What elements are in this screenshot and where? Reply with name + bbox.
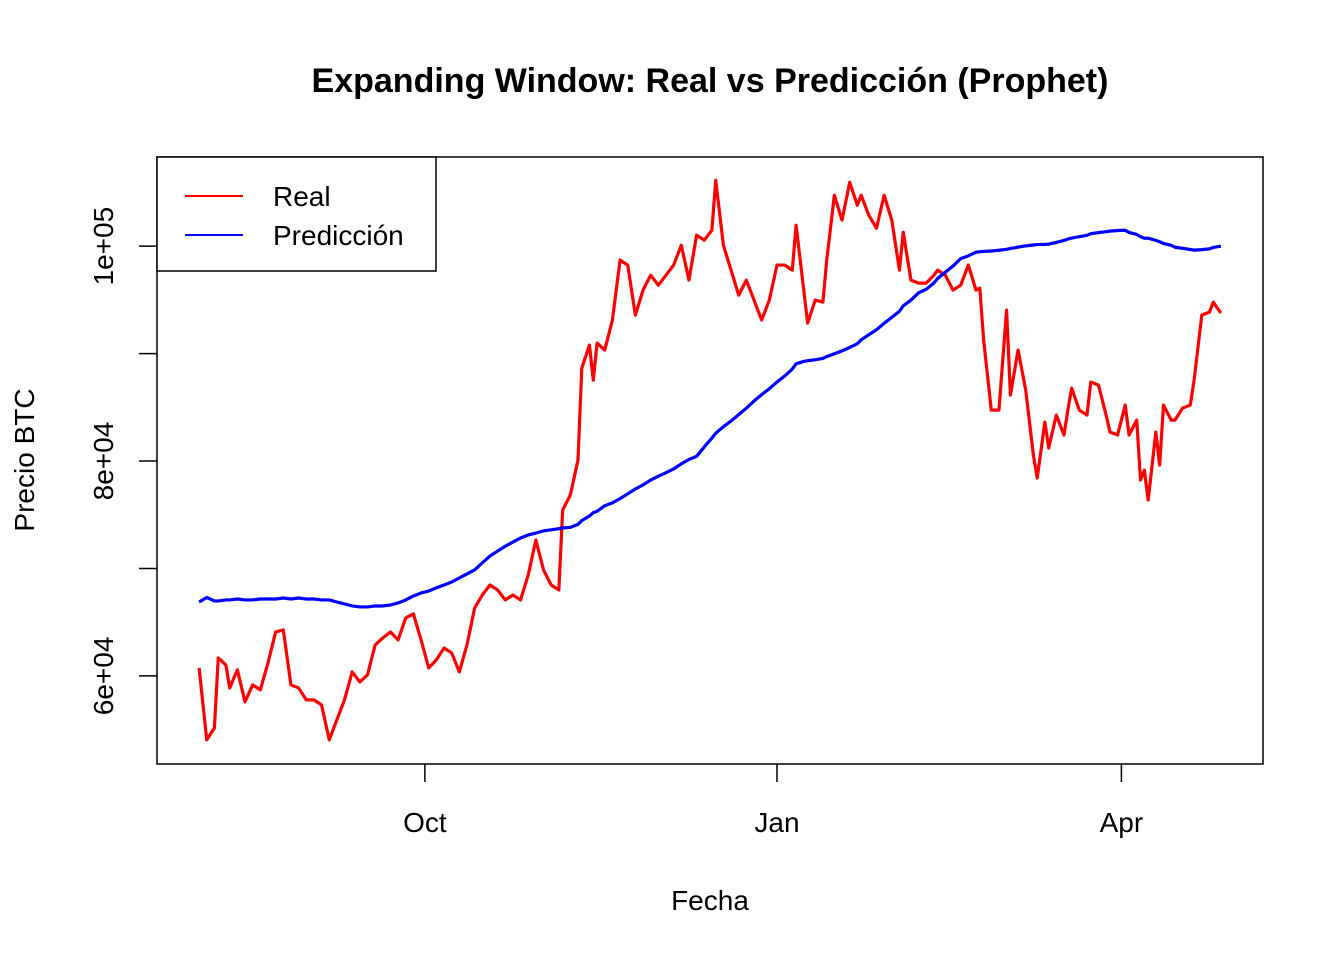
legend-box [156,156,437,272]
y-axis-label: Precio BTC [9,388,40,531]
y-tick-label: 1e+05 [88,207,119,286]
y-tick-label: 6e+04 [88,637,119,716]
y-tick-label: 8e+04 [88,422,119,501]
legend-label: Real [273,181,331,212]
x-tick-label: Apr [1100,807,1144,838]
legend-label: Predicción [273,220,404,251]
chart-title: Expanding Window: Real vs Predicción (Pr… [312,62,1109,100]
x-tick-label: Oct [403,807,447,838]
x-tick-label: Jan [754,807,799,838]
line-series [198,228,1222,609]
x-axis-label: Fecha [671,885,749,916]
line-series [197,178,1223,742]
